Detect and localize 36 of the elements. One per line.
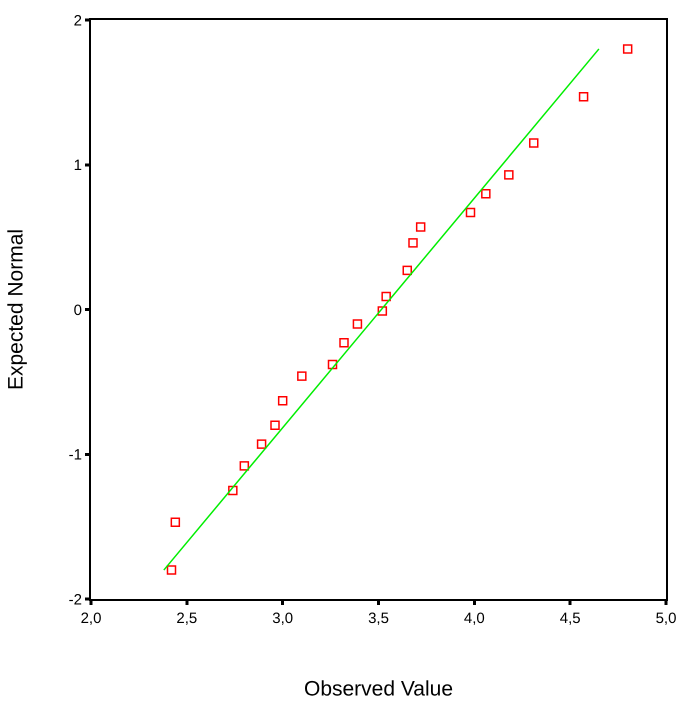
point (481, 188, 491, 198)
point (408, 238, 418, 248)
point (228, 486, 238, 496)
point (278, 396, 288, 406)
y-tick-label: 0 (74, 302, 82, 319)
point (402, 266, 412, 276)
point (378, 306, 388, 316)
point (270, 420, 280, 430)
point (578, 92, 588, 102)
point (416, 222, 426, 232)
point (256, 439, 266, 449)
point (339, 338, 349, 348)
x-tick-label: 2,0 (80, 610, 102, 627)
x-tick-label: 3,0 (272, 610, 294, 627)
y-axis-title: Expected Normal (4, 228, 28, 390)
point (381, 292, 391, 302)
point (352, 319, 362, 329)
y-tick-label: 2 (74, 12, 82, 30)
x-tick-label: 5,0 (656, 610, 676, 627)
y-tick-label: -1 (68, 446, 82, 464)
point (170, 518, 180, 528)
x-tick-label: 4,5 (560, 610, 581, 627)
point (328, 360, 338, 370)
point (504, 170, 514, 180)
point (529, 138, 538, 148)
point (466, 208, 476, 218)
x-tick-label: 4,0 (464, 610, 485, 627)
point (297, 371, 307, 381)
point (622, 44, 632, 54)
y-tick-label: -2 (68, 591, 82, 608)
x-tick-label: 3,5 (368, 610, 389, 627)
point (240, 461, 250, 471)
x-axis-title: Observed Value (304, 678, 454, 701)
point (166, 565, 176, 575)
y-tick-label: 1 (74, 157, 82, 174)
x-tick-label: 2,5 (176, 610, 198, 627)
